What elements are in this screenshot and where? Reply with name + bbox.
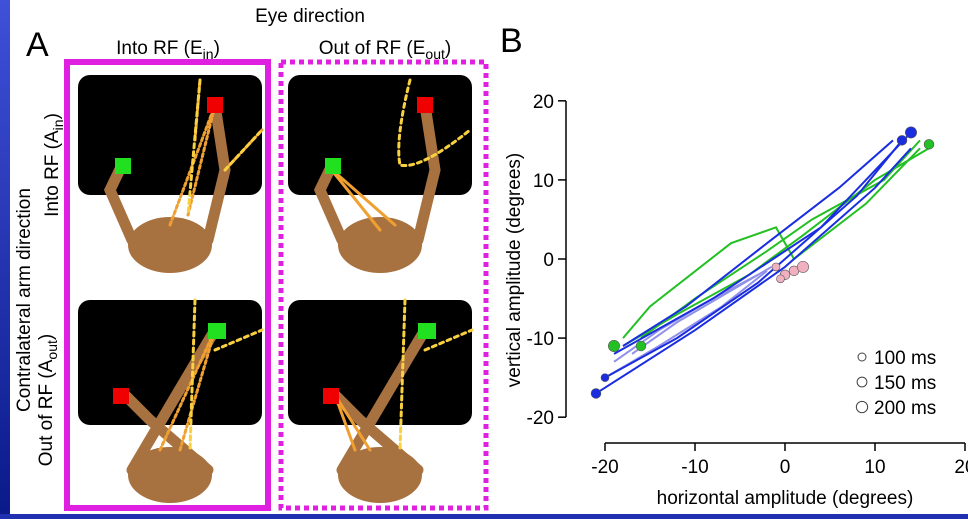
panel-letter: A	[26, 26, 49, 64]
label-end: )	[445, 38, 451, 59]
x-tick-label: 10	[864, 457, 885, 478]
target-red	[113, 388, 129, 404]
endpoint	[772, 263, 780, 271]
target-green	[208, 323, 226, 339]
x-tick-label: -20	[591, 457, 618, 478]
x-tick-label: 20	[954, 457, 968, 478]
legend-label: 200 ms	[874, 398, 936, 419]
label-end: )	[214, 38, 220, 59]
endpoint	[591, 389, 601, 399]
label-end: )	[42, 113, 63, 119]
endpoint	[797, 261, 808, 272]
screen	[78, 75, 262, 195]
figure: A Eye direction Into RF (E in) Out of RF …	[0, 0, 968, 514]
y-axis-label: vertical amplitude (degrees)	[504, 153, 525, 387]
endpoint	[608, 340, 619, 351]
label-text: Into RF (A	[42, 130, 63, 217]
screen	[288, 75, 472, 195]
endpoint	[897, 135, 907, 145]
target-red	[207, 97, 223, 113]
panel-letter: B	[500, 22, 523, 60]
label-sub: out	[44, 340, 60, 360]
head	[338, 217, 422, 273]
legend-label: 150 ms	[874, 373, 936, 394]
endpoint	[636, 341, 646, 351]
target-red	[417, 97, 433, 113]
target-red	[323, 388, 339, 404]
x-tick-label: 0	[780, 457, 791, 478]
label-sub: in	[50, 119, 66, 130]
eye-heading: Eye direction	[255, 6, 365, 27]
target-green	[115, 158, 131, 174]
x-tick-label: -10	[681, 457, 708, 478]
endpoint	[905, 127, 916, 138]
legend-label: 100 ms	[874, 348, 936, 369]
y-tick-label: -10	[527, 329, 554, 350]
y-tick-label: 20	[533, 92, 554, 113]
y-tick-label: -20	[527, 408, 554, 429]
legend-marker	[856, 401, 867, 412]
legend-marker	[857, 377, 867, 387]
y-tick-label: 10	[533, 171, 554, 192]
label-text: Out of RF (A	[36, 359, 57, 466]
y-tick-label: 0	[543, 250, 554, 271]
label-text: Into RF (E	[116, 38, 203, 59]
endpoint	[601, 374, 609, 382]
label-end: )	[36, 334, 57, 340]
label-text: Out of RF (E	[319, 38, 426, 59]
endpoint	[777, 275, 785, 283]
arm-heading: Contralateral arm direction	[14, 188, 35, 412]
page: A Eye direction Into RF (E in) Out of RF …	[0, 0, 968, 514]
target-green	[325, 158, 341, 174]
target-green	[418, 323, 436, 339]
legend-marker	[858, 353, 866, 361]
endpoint	[924, 139, 934, 149]
x-axis-label: horizontal amplitude (degrees)	[657, 488, 914, 509]
